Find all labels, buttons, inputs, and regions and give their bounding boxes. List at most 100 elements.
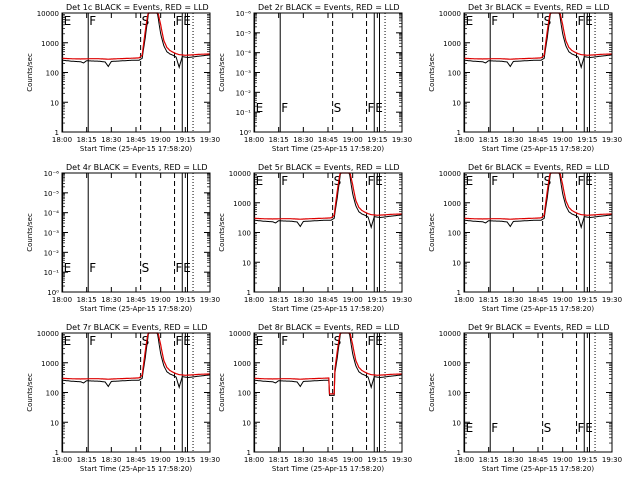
x-tick-label: 18:00 <box>52 296 72 304</box>
marker-label: E <box>64 334 72 348</box>
x-tick-label: 19:00 <box>151 296 171 304</box>
x-tick-label: 19:00 <box>553 456 573 464</box>
x-tick-label: 18:30 <box>101 136 121 144</box>
events-series-line <box>464 12 613 70</box>
marker-label: F <box>281 334 288 348</box>
x-tick-label: 18:15 <box>269 296 289 304</box>
y-tick-label: 10⁰ <box>239 129 251 137</box>
y-tick-label: 10000 <box>439 330 461 338</box>
marker-label: E <box>183 261 191 275</box>
x-tick-label: 18:15 <box>479 136 499 144</box>
lld-series-line <box>254 172 402 220</box>
marker-label: S <box>334 174 342 188</box>
x-axis-label: Start Time (25-Apr-15 17:58:20) <box>482 305 594 313</box>
x-tick-label: 18:45 <box>318 296 338 304</box>
panel-title: Det 8r BLACK = Events, RED = LLD <box>258 323 400 332</box>
x-tick-label: 18:45 <box>126 136 146 144</box>
y-axis-label: Counts/sec <box>26 373 34 412</box>
lld-series-line <box>62 12 210 60</box>
x-tick-label: 18:45 <box>528 136 548 144</box>
y-tick-label: 10⁻⁶ <box>236 10 252 18</box>
y-tick-label: 10⁻³ <box>236 70 252 78</box>
x-tick-label: 19:15 <box>175 296 195 304</box>
x-tick-label: 18:00 <box>52 136 72 144</box>
x-axis-label: Start Time (25-Apr-15 17:58:20) <box>482 465 594 473</box>
y-tick-label: 1 <box>457 449 461 457</box>
y-axis-label: Counts/sec <box>218 373 226 412</box>
y-tick-label: 10000 <box>37 10 59 18</box>
y-tick-label: 100 <box>46 70 59 78</box>
panel-4: Det 4r BLACK = Events, RED = LLD 10⁰ 10⁻¹ 1… <box>26 163 220 313</box>
y-tick-label: 10000 <box>37 330 59 338</box>
y-tick-label: 10⁻³ <box>44 230 60 238</box>
y-axis-label: Counts/sec <box>218 213 226 252</box>
lld-series-line <box>464 12 612 60</box>
y-tick-label: 10⁻² <box>44 249 60 257</box>
x-tick-label: 18:00 <box>454 136 474 144</box>
y-tick-label: 1000 <box>443 200 461 208</box>
lld-series-line <box>62 332 210 380</box>
plot-frame <box>61 332 211 453</box>
x-tick-label: 19:00 <box>343 296 363 304</box>
x-tick-label: 18:15 <box>269 136 289 144</box>
x-tick-label: 19:00 <box>343 456 363 464</box>
panel-title: Det 6r BLACK = Events, RED = LLD <box>468 163 610 172</box>
panel-8: Det 8r BLACK = Events, RED = LLD 1 10 100 10… <box>218 323 412 473</box>
x-tick-label: 19:15 <box>175 456 195 464</box>
x-axis-label: Start Time (25-Apr-15 17:58:20) <box>80 465 192 473</box>
x-tick-label: 19:15 <box>367 296 387 304</box>
marker-label: S <box>142 14 150 28</box>
x-tick-label: 18:00 <box>454 296 474 304</box>
x-tick-label: 18:00 <box>454 456 474 464</box>
events-series-line <box>464 172 613 230</box>
y-tick-label: 1 <box>247 289 251 297</box>
plot-frame <box>253 172 403 293</box>
x-tick-label: 19:00 <box>553 296 573 304</box>
marker-label: S <box>544 174 552 188</box>
marker-label: S <box>142 334 150 348</box>
y-tick-label: 10 <box>50 419 59 427</box>
y-tick-label: 10 <box>452 99 461 107</box>
marker-label: F <box>368 174 375 188</box>
panel-7: Det 7r BLACK = Events, RED = LLD 1 10 100 10… <box>26 323 220 473</box>
y-tick-label: 10 <box>242 419 251 427</box>
panel-title: Det 1c BLACK = Events, RED = LLD <box>66 3 209 12</box>
marker-label: S <box>544 421 552 435</box>
x-tick-label: 19:00 <box>343 136 363 144</box>
marker-label: E <box>256 101 264 115</box>
x-tick-label: 19:30 <box>602 136 622 144</box>
panel-6: Det 6r BLACK = Events, RED = LLD 1 10 100 10… <box>428 163 622 313</box>
x-axis-label: Start Time (25-Apr-15 17:58:20) <box>80 305 192 313</box>
x-tick-label: 18:45 <box>126 296 146 304</box>
y-axis-label: Counts/sec <box>428 53 436 92</box>
y-axis-label: Counts/sec <box>26 213 34 252</box>
marker-label: E <box>375 101 383 115</box>
x-tick-label: 19:30 <box>392 456 412 464</box>
x-axis-label: Start Time (25-Apr-15 17:58:20) <box>272 465 384 473</box>
x-tick-label: 18:30 <box>293 296 313 304</box>
y-tick-label: 1000 <box>41 40 59 48</box>
events-series-line <box>62 12 211 70</box>
y-tick-label: 10000 <box>229 330 251 338</box>
y-tick-label: 100 <box>448 230 461 238</box>
x-tick-label: 19:15 <box>577 136 597 144</box>
plot-frame <box>61 12 211 133</box>
marker-label: F <box>368 334 375 348</box>
marker-label: E <box>585 421 593 435</box>
events-series-line <box>254 332 403 396</box>
y-tick-label: 1 <box>55 449 59 457</box>
x-tick-label: 18:15 <box>77 296 97 304</box>
x-tick-label: 18:30 <box>293 136 313 144</box>
plot-frame <box>253 332 403 453</box>
x-tick-label: 18:15 <box>77 456 97 464</box>
marker-label: F <box>176 334 183 348</box>
marker-label: E <box>183 334 191 348</box>
y-tick-label: 100 <box>46 390 59 398</box>
plot-frame <box>463 12 613 133</box>
marker-label: F <box>89 334 96 348</box>
plot-frame <box>463 332 613 453</box>
panel-5: Det 5r BLACK = Events, RED = LLD 1 10 100 10… <box>218 163 412 313</box>
y-tick-label: 1000 <box>233 200 251 208</box>
marker-label: S <box>142 261 150 275</box>
